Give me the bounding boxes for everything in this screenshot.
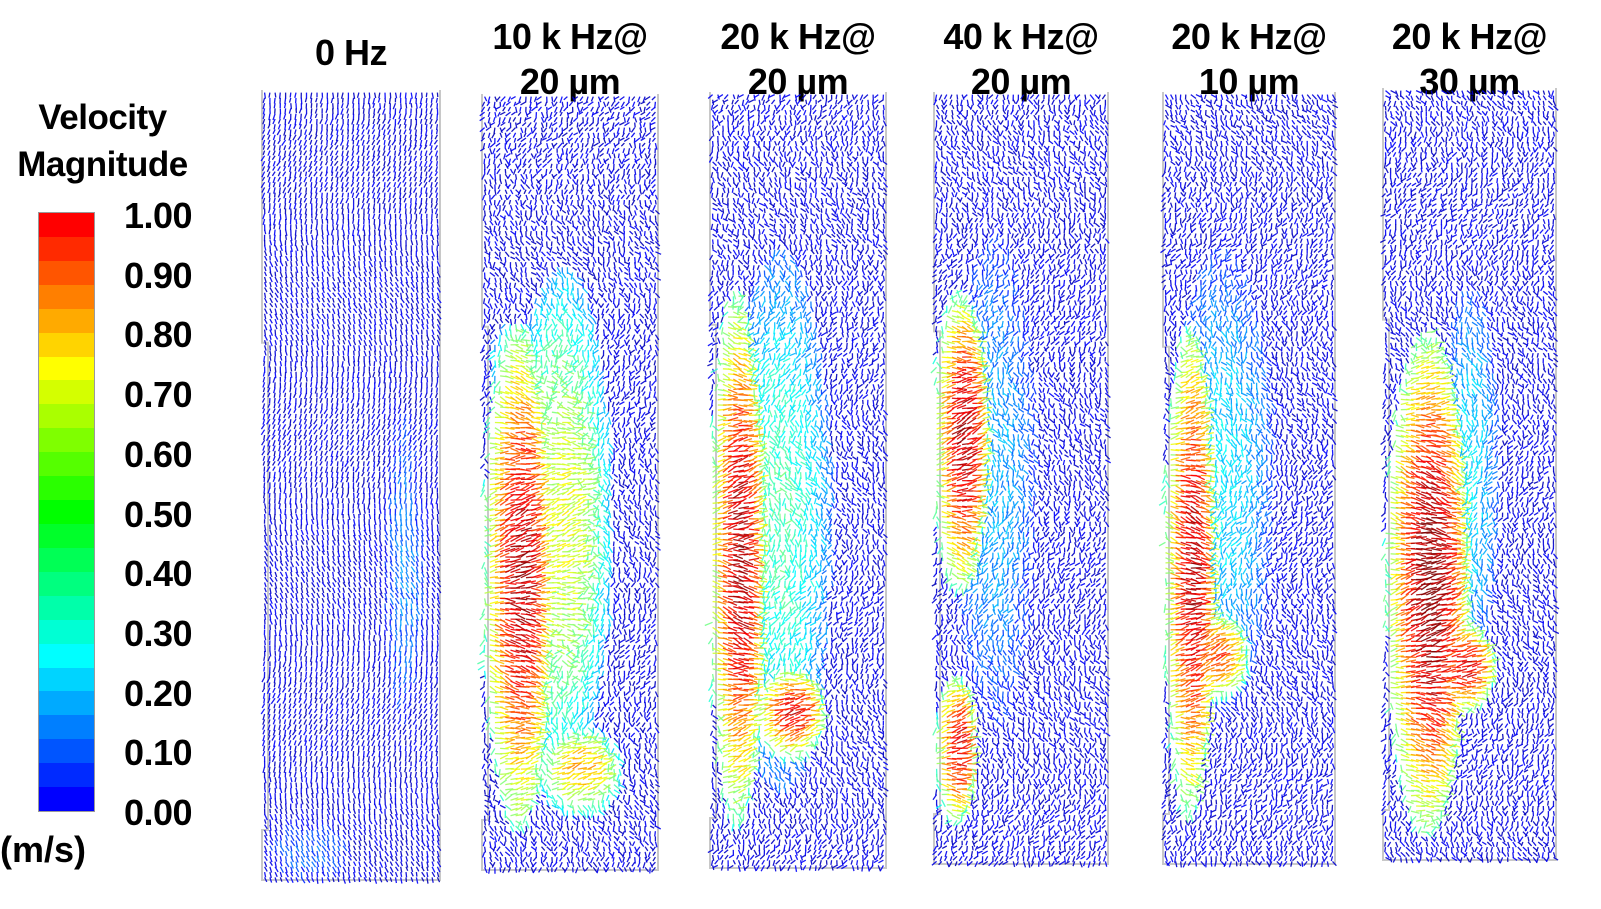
panel-title: 10 k Hz@ 20 µm	[450, 14, 690, 104]
colorbar-tick-label: 0.80	[124, 317, 193, 353]
vector-field-panel	[477, 94, 662, 874]
legend-unit: (m/s)	[0, 828, 86, 872]
channel-outline	[1162, 92, 1336, 865]
colorbar	[38, 212, 95, 812]
colorbar-band	[39, 332, 94, 357]
colorbar-band	[39, 476, 94, 501]
colorbar-band	[39, 595, 94, 620]
colorbar-band	[39, 667, 94, 692]
vector-field-panel	[260, 90, 442, 884]
colorbar-tick-label: 0.60	[124, 436, 193, 473]
colorbar-tick-label: 0.10	[124, 735, 193, 771]
colorbar-band	[39, 213, 94, 237]
colorbar-band	[39, 308, 94, 333]
colorbar-band	[39, 547, 94, 572]
colorbar-tick-label: 0.30	[124, 615, 193, 652]
channel-outline	[261, 90, 441, 881]
colorbar-tick-label: 0.40	[124, 556, 193, 592]
colorbar-band	[39, 571, 94, 596]
vector-field-panel	[1380, 88, 1560, 864]
legend-title-line2: Magnitude	[0, 141, 205, 188]
velocity-vectors	[1158, 94, 1339, 868]
vector-field-panel	[930, 92, 1112, 868]
velocity-vectors	[477, 96, 662, 874]
colorbar-band	[39, 763, 94, 788]
colorbar-band	[39, 428, 94, 453]
velocity-vectors	[260, 92, 442, 884]
colorbar-band	[39, 715, 94, 740]
colorbar-band	[39, 643, 94, 668]
colorbar-band	[39, 523, 94, 548]
panel-title: 20 k Hz@ 10 µm	[1129, 14, 1369, 104]
colorbar-band	[39, 236, 94, 261]
colorbar-band	[39, 404, 94, 429]
colorbar-tick-label: 0.50	[124, 496, 193, 533]
vector-field-panel	[1158, 92, 1339, 868]
legend-title: Velocity Magnitude	[0, 94, 205, 188]
vector-field-panel	[704, 92, 889, 873]
colorbar-band	[39, 452, 94, 477]
colorbar-tick-label: 0.20	[124, 675, 193, 712]
panel-title: 40 k Hz@ 20 µm	[901, 14, 1141, 104]
colorbar-band	[39, 356, 94, 381]
panel-title: 20 k Hz@ 20 µm	[678, 14, 918, 104]
colorbar-tick-label: 0.00	[124, 795, 193, 831]
legend-title-line1: Velocity	[0, 94, 205, 141]
colorbar-band	[39, 739, 94, 764]
velocity-vectors	[704, 94, 889, 873]
velocity-vectors	[1380, 90, 1560, 864]
colorbar-band	[39, 380, 94, 405]
velocity-vectors	[930, 94, 1112, 868]
colorbar-tick-label: 0.70	[124, 377, 193, 413]
panel-title: 0 Hz	[231, 30, 471, 75]
colorbar-band	[39, 787, 94, 812]
colorbar-band	[39, 260, 94, 285]
colorbar-tick-label: 0.90	[124, 257, 193, 294]
colorbar-band	[39, 500, 94, 524]
colorbar-tick-label: 1.00	[124, 198, 193, 234]
colorbar-band	[39, 284, 94, 309]
colorbar-band	[39, 691, 94, 716]
colorbar-band	[39, 619, 94, 644]
